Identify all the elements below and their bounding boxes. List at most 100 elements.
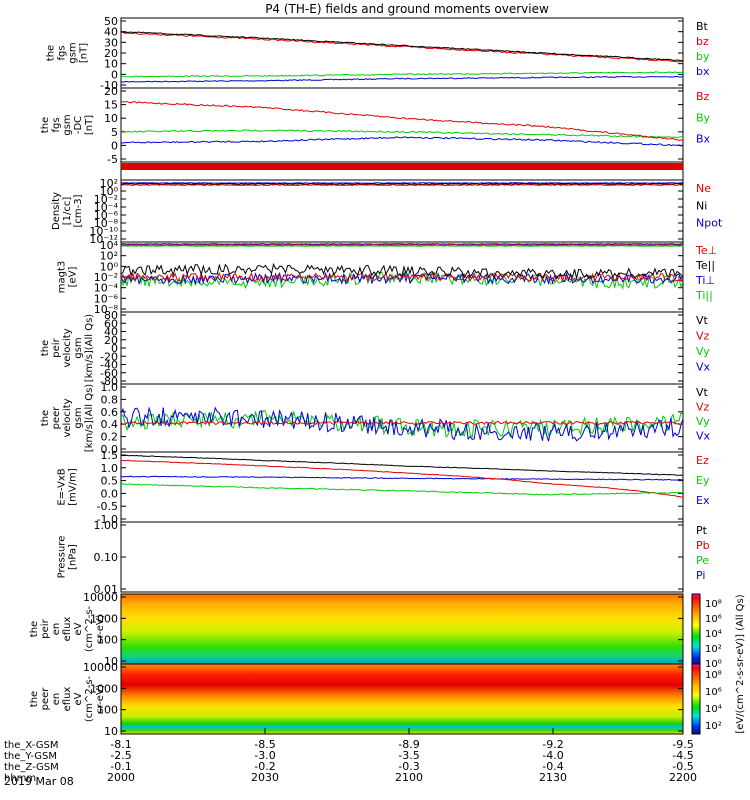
legend-entry: Bt: [696, 20, 709, 33]
y-label: the: [29, 621, 40, 637]
y-tick-label: 10⁴: [100, 239, 119, 252]
trace-Pb: [121, 459, 684, 498]
trace-Vz: [120, 271, 684, 283]
legend-entry: Ti||: [695, 289, 713, 302]
x-tick-label: -0.5: [672, 760, 693, 773]
y-tick-label: 100: [97, 704, 118, 717]
legend-entry: Te||: [695, 259, 715, 272]
x-tick-label: 2130: [539, 771, 567, 784]
y-tick-label: -60: [100, 367, 118, 380]
y-tick-label: 0.8: [101, 393, 119, 406]
colorbar-label: [eV/(cm^2-s-sr-eV)] (All Qs): [735, 594, 746, 733]
colorbar-tick: 10⁰: [705, 659, 722, 670]
y-tick-label: 40: [104, 326, 118, 339]
y-tick-label: 1.5: [101, 449, 119, 462]
y-label: gsm: [62, 114, 73, 135]
trace-Ey: [120, 410, 684, 439]
panel-frame: [120, 17, 684, 89]
date-label: 2019 Mar 08: [4, 775, 74, 788]
colorbar-tick: 10⁴: [705, 704, 722, 715]
y-label: [1/cc]: [62, 197, 73, 226]
legend-entry: bz: [696, 35, 709, 48]
y-label: [nT]: [84, 115, 95, 135]
y-tick-label: 0.0: [101, 443, 119, 456]
panel-frame: [120, 179, 684, 243]
y-label: gsm: [73, 407, 84, 428]
x-tick-label: 2100: [395, 771, 423, 784]
y-tick-label: 0: [111, 342, 118, 355]
y-label: gsm: [68, 42, 79, 63]
colorbar-tick: 10⁶: [705, 687, 722, 698]
y-tick-label: 10⁻¹⁰: [89, 225, 118, 238]
y-tick-label: 10: [104, 725, 118, 738]
y-tick-label: 10⁻²: [94, 271, 118, 284]
y-label: en: [51, 693, 62, 706]
panel-frame: [120, 521, 684, 593]
y-tick-label: 0.0: [101, 487, 119, 500]
y-tick-label: 0.2: [101, 431, 119, 444]
trace-Ez: [120, 420, 684, 426]
y-label: Density: [51, 192, 62, 230]
y-label: [cm-3]: [73, 194, 84, 227]
y-label: eflux: [62, 617, 73, 642]
y-tick-label: 80: [104, 309, 118, 322]
legend-entry: Te⊥: [695, 244, 717, 257]
y-label: eflux: [62, 687, 73, 712]
y-tick-label: 0: [111, 139, 118, 152]
panel-6: 1.00.80.60.40.20.0 the peer velocity gsm [km/…: [40, 381, 711, 456]
x-row-label: hhmm: [4, 773, 36, 784]
y-tick-label: -1.0: [97, 513, 118, 526]
x-axis: the_X-GSM -8.1 -8.5 -8.9 -9.2 -9.5 the_Y-GSM -2…: [4, 728, 697, 784]
y-label: [nPa]: [68, 544, 79, 570]
y-tick-label: 10⁻⁶: [94, 292, 119, 305]
y-tick-label: 10⁻⁸: [94, 303, 119, 316]
legend-entry: Vz: [696, 330, 710, 343]
y-tick-label: 0.6: [101, 406, 119, 419]
y-tick-label: 1000: [90, 612, 118, 625]
y-tick-label: 0.10: [94, 551, 119, 564]
red-strip: [121, 163, 683, 170]
x-tick-label: -8.1: [110, 738, 131, 751]
y-tick-label: 10²: [100, 177, 118, 190]
y-tick-label: -80: [100, 375, 118, 388]
panel-frame: [120, 383, 684, 453]
panel-9: 10000 1000 100 10 the peir en eflux eV (cm^2-s-sr…: [29, 591, 684, 668]
legend-entry: Pt: [696, 524, 708, 537]
trace-Pt: [120, 454, 684, 476]
y-tick-label: 10⁻¹²: [89, 233, 118, 246]
colorbar-tick: 10⁸: [705, 599, 722, 610]
x-tick-label: -8.9: [398, 738, 419, 751]
trace-Pi: [120, 475, 684, 481]
y-label: velocity: [62, 328, 73, 367]
y-tick-label: 10⁻⁶: [94, 209, 119, 222]
y-label: E=-VxB: [57, 468, 68, 505]
y-tick-label: -0.5: [97, 500, 118, 513]
legend-entry: Vy: [696, 345, 710, 358]
trace-Bx: [120, 136, 684, 147]
plot-title: P4 (TH-E) fields and ground moments over…: [265, 2, 549, 16]
legend-entry: Ni: [696, 199, 707, 212]
y-label: fgs: [51, 117, 62, 132]
y-tick-label: 1.0: [101, 381, 119, 394]
y-label: [km/s](All Qs): [84, 384, 95, 452]
legend-entry: Ez: [696, 454, 709, 467]
y-label: the: [40, 340, 51, 356]
y-tick-label: 0.01: [94, 583, 119, 596]
trace-bx: [120, 75, 684, 83]
legend-entry: By: [696, 111, 711, 124]
colorbar-bottom: [691, 663, 701, 735]
y-label: [eV]: [68, 267, 79, 288]
y-tick-label: -20: [100, 350, 118, 363]
y-label: [nT]: [79, 43, 90, 63]
legend-entry: Vy: [696, 415, 710, 428]
y-tick-label: 1.0: [101, 462, 119, 475]
y-tick-label: 15: [104, 99, 118, 112]
y-label: (cm^2-s-: [84, 675, 95, 722]
trace-Ex: [120, 406, 684, 442]
trace-Te: [120, 244, 684, 246]
trace-Pe: [120, 483, 684, 496]
y-tick-label: 10²: [100, 250, 118, 263]
x-tick-label: -4.5: [672, 749, 693, 762]
y-tick-label: 10⁻⁸: [94, 217, 119, 230]
y-tick-label: 0.4: [101, 418, 119, 431]
